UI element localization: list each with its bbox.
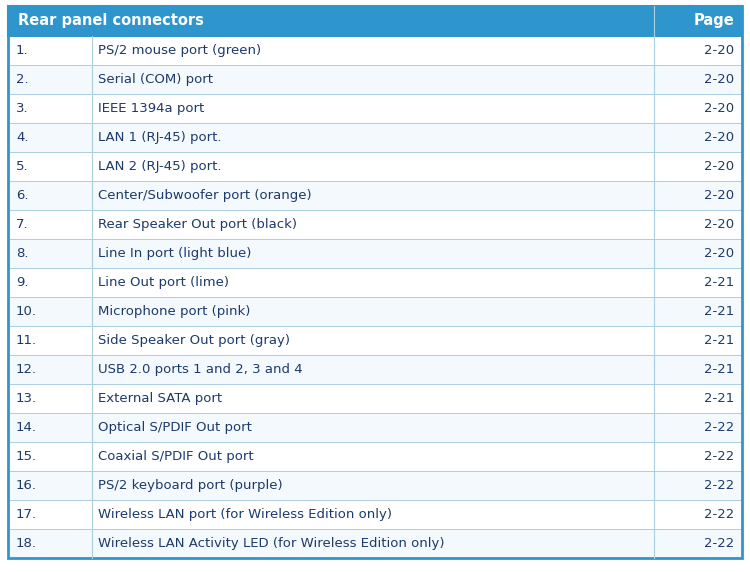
Text: 2-20: 2-20 xyxy=(704,189,734,202)
Bar xyxy=(8,36,742,65)
Bar xyxy=(8,500,742,529)
Text: 4.: 4. xyxy=(16,131,28,144)
Text: 2.: 2. xyxy=(16,73,28,86)
Bar xyxy=(8,239,742,268)
Text: 7.: 7. xyxy=(16,218,28,231)
Text: 2-20: 2-20 xyxy=(704,160,734,173)
Text: Rear Speaker Out port (black): Rear Speaker Out port (black) xyxy=(98,218,298,231)
Text: Serial (COM) port: Serial (COM) port xyxy=(98,73,214,86)
Text: 14.: 14. xyxy=(16,421,37,434)
Text: Coaxial S/PDIF Out port: Coaxial S/PDIF Out port xyxy=(98,450,254,463)
Text: Side Speaker Out port (gray): Side Speaker Out port (gray) xyxy=(98,334,290,347)
Text: 6.: 6. xyxy=(16,189,28,202)
Text: PS/2 mouse port (green): PS/2 mouse port (green) xyxy=(98,44,262,57)
Text: LAN 2 (RJ-45) port.: LAN 2 (RJ-45) port. xyxy=(98,160,222,173)
Bar xyxy=(8,152,742,181)
Text: Rear panel connectors: Rear panel connectors xyxy=(18,14,204,29)
Text: 2-20: 2-20 xyxy=(704,218,734,231)
Text: 2-20: 2-20 xyxy=(704,44,734,57)
Text: PS/2 keyboard port (purple): PS/2 keyboard port (purple) xyxy=(98,479,283,492)
Text: 2-21: 2-21 xyxy=(704,276,734,289)
Bar xyxy=(8,6,742,36)
Text: Microphone port (pink): Microphone port (pink) xyxy=(98,305,250,318)
Text: 2-22: 2-22 xyxy=(704,450,734,463)
Bar xyxy=(8,297,742,326)
Text: 2-22: 2-22 xyxy=(704,421,734,434)
Text: 2-22: 2-22 xyxy=(704,479,734,492)
Text: 2-22: 2-22 xyxy=(704,508,734,521)
Bar xyxy=(8,123,742,152)
Text: 12.: 12. xyxy=(16,363,37,376)
Text: 13.: 13. xyxy=(16,392,37,405)
Text: 2-21: 2-21 xyxy=(704,305,734,318)
Bar xyxy=(8,384,742,413)
Text: 16.: 16. xyxy=(16,479,37,492)
Bar xyxy=(8,94,742,123)
Text: 2-20: 2-20 xyxy=(704,73,734,86)
Text: 2-22: 2-22 xyxy=(704,537,734,550)
Text: Wireless LAN port (for Wireless Edition only): Wireless LAN port (for Wireless Edition … xyxy=(98,508,392,521)
Text: Line In port (light blue): Line In port (light blue) xyxy=(98,247,252,260)
Text: 2-21: 2-21 xyxy=(704,363,734,376)
Text: 2-20: 2-20 xyxy=(704,131,734,144)
Text: Line Out port (lime): Line Out port (lime) xyxy=(98,276,230,289)
Bar xyxy=(8,413,742,442)
Bar xyxy=(8,529,742,558)
Text: 1.: 1. xyxy=(16,44,28,57)
Text: Center/Subwoofer port (orange): Center/Subwoofer port (orange) xyxy=(98,189,312,202)
Text: 2-20: 2-20 xyxy=(704,102,734,115)
Bar xyxy=(8,210,742,239)
Bar xyxy=(8,181,742,210)
Text: 5.: 5. xyxy=(16,160,28,173)
Text: 9.: 9. xyxy=(16,276,28,289)
Text: 17.: 17. xyxy=(16,508,37,521)
Text: 10.: 10. xyxy=(16,305,37,318)
Text: 18.: 18. xyxy=(16,537,37,550)
Text: Optical S/PDIF Out port: Optical S/PDIF Out port xyxy=(98,421,252,434)
Text: 11.: 11. xyxy=(16,334,37,347)
Text: 2-21: 2-21 xyxy=(704,334,734,347)
Bar xyxy=(8,65,742,94)
Bar xyxy=(8,268,742,297)
Text: LAN 1 (RJ-45) port.: LAN 1 (RJ-45) port. xyxy=(98,131,222,144)
Bar xyxy=(8,355,742,384)
Text: 2-21: 2-21 xyxy=(704,392,734,405)
Text: 15.: 15. xyxy=(16,450,37,463)
Text: IEEE 1394a port: IEEE 1394a port xyxy=(98,102,205,115)
Bar xyxy=(8,326,742,355)
Text: Page: Page xyxy=(693,14,734,29)
Text: Wireless LAN Activity LED (for Wireless Edition only): Wireless LAN Activity LED (for Wireless … xyxy=(98,537,445,550)
Text: External SATA port: External SATA port xyxy=(98,392,223,405)
Bar xyxy=(8,471,742,500)
Text: USB 2.0 ports 1 and 2, 3 and 4: USB 2.0 ports 1 and 2, 3 and 4 xyxy=(98,363,303,376)
Bar xyxy=(8,442,742,471)
Text: 3.: 3. xyxy=(16,102,28,115)
Text: 2-20: 2-20 xyxy=(704,247,734,260)
Text: 8.: 8. xyxy=(16,247,28,260)
